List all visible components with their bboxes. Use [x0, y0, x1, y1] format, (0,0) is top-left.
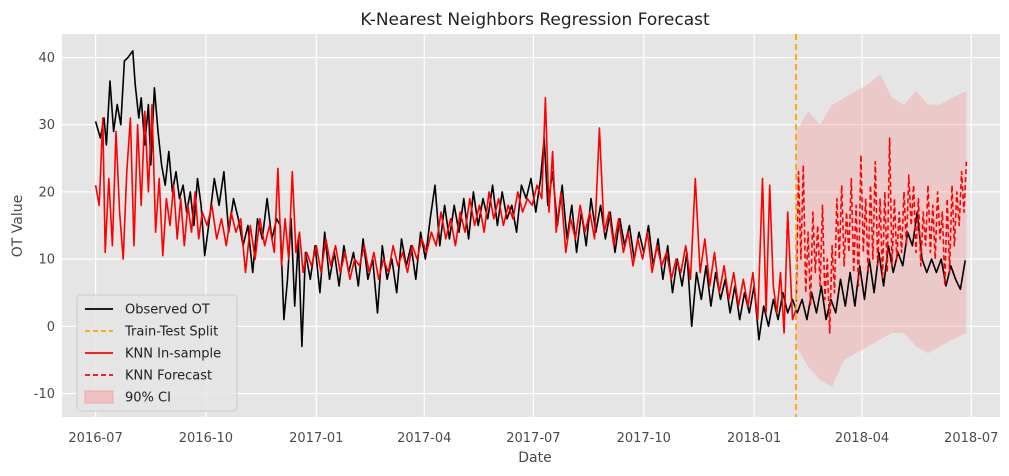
y-tick-label: 10 [38, 253, 55, 268]
knn-forecast-line [795, 137, 968, 334]
legend: Observed OT Train-Test Split KNN In-sample… [76, 294, 238, 412]
legend-label-90-ci: 90% CI [125, 391, 171, 406]
tick-labels: -10 0 10 20 30 40 2016-07 2016-10 2017-01 2017-04… [34, 51, 999, 446]
x-tick-label: 2018-01 [727, 431, 781, 446]
x-tick-label: 2016-07 [68, 431, 122, 446]
x-tick-label: 2017-04 [397, 431, 451, 446]
legend-label-knn-in-sample: KNN In-sample [125, 347, 221, 362]
knn-in-sample-line [94, 97, 797, 334]
grid [62, 34, 1000, 417]
y-tick-label: -10 [34, 387, 55, 402]
y-tick-label: 30 [38, 118, 55, 133]
legend-box [76, 294, 238, 412]
x-tick-label: 2017-01 [289, 431, 343, 446]
x-tick-label: 2016-10 [179, 431, 233, 446]
legend-label-knn-forecast: KNN Forecast [125, 369, 212, 384]
x-tick-label: 2017-07 [506, 431, 560, 446]
legend-swatch-90-ci [84, 390, 114, 404]
series-layer [94, 49, 968, 348]
x-tick-label: 2017-10 [617, 431, 671, 446]
y-tick-label: 20 [38, 185, 55, 200]
legend-label-train-test-split: Train-Test Split [124, 325, 218, 340]
x-tick-label: 2018-04 [835, 431, 889, 446]
ci-band-layer [796, 74, 967, 387]
y-tick-label: 0 [47, 320, 55, 335]
y-tick-label: 40 [38, 51, 55, 66]
y-axis-label: OT Value [10, 195, 26, 257]
x-axis-label: Date [518, 450, 551, 466]
x-tick-label: 2018-07 [944, 431, 998, 446]
chart-title: K-Nearest Neighbors Regression Forecast [360, 10, 710, 30]
ci-band [796, 74, 967, 387]
legend-label-observed-ot: Observed OT [125, 303, 210, 318]
